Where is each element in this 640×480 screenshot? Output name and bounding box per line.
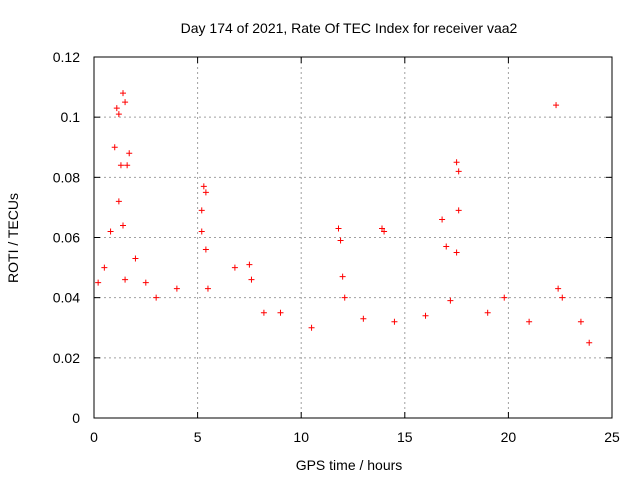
data-point: [246, 261, 253, 268]
data-point: [120, 90, 127, 97]
x-tick-label: 5: [194, 429, 202, 445]
data-point: [484, 309, 491, 316]
y-tick-label: 0.12: [53, 49, 80, 65]
data-point: [126, 150, 133, 157]
data-point: [339, 273, 346, 280]
data-point: [101, 264, 108, 271]
data-point: [111, 144, 118, 151]
data-point: [453, 159, 460, 166]
data-point: [113, 105, 120, 112]
data-point: [577, 318, 584, 325]
data-point: [202, 189, 209, 196]
y-tick-label: 0.1: [61, 109, 81, 125]
y-tick-label: 0.04: [53, 290, 80, 306]
data-point: [341, 294, 348, 301]
data-point: [142, 279, 149, 286]
data-point: [117, 162, 124, 169]
grid-lines: [94, 57, 612, 418]
data-point: [379, 225, 386, 232]
data-point: [198, 228, 205, 235]
data-point: [526, 318, 533, 325]
data-point: [122, 276, 129, 283]
data-point: [360, 315, 367, 322]
data-point: [553, 102, 560, 109]
data-point: [204, 285, 211, 292]
x-tick-label: 15: [397, 429, 413, 445]
x-tick-label: 20: [501, 429, 517, 445]
chart-title: Day 174 of 2021, Rate Of TEC Index for r…: [181, 20, 518, 36]
data-point: [501, 294, 508, 301]
y-tick-label: 0.06: [53, 230, 80, 246]
data-point: [115, 111, 122, 118]
data-point: [132, 255, 139, 262]
data-point: [277, 309, 284, 316]
data-point: [200, 183, 207, 190]
data-point: [115, 198, 122, 205]
data-point: [260, 309, 267, 316]
data-point: [453, 249, 460, 256]
data-point: [422, 312, 429, 319]
x-axis-ticks: 0 5 10 15 20 25: [90, 57, 620, 445]
data-point: [120, 222, 127, 229]
data-point: [308, 324, 315, 331]
data-point: [198, 207, 205, 214]
x-tick-label: 10: [293, 429, 309, 445]
x-axis-label: GPS time / hours: [296, 457, 403, 473]
y-tick-label: 0: [72, 410, 80, 426]
data-point: [586, 339, 593, 346]
x-tick-label: 0: [90, 429, 98, 445]
data-point: [95, 279, 102, 286]
data-point: [202, 246, 209, 253]
data-point: [335, 225, 342, 232]
y-axis-label: ROTI / TECUs: [5, 193, 21, 283]
data-point: [153, 294, 160, 301]
data-point: [122, 99, 129, 106]
x-tick-label: 25: [604, 429, 620, 445]
data-point: [248, 276, 255, 283]
data-point: [447, 297, 454, 304]
y-axis-ticks: 0 0.02 0.04 0.06 0.08 0.1 0.12: [53, 49, 612, 426]
data-point: [439, 216, 446, 223]
data-point: [559, 294, 566, 301]
data-point: [337, 237, 344, 244]
data-point: [555, 285, 562, 292]
y-tick-label: 0.02: [53, 350, 80, 366]
data-point: [455, 168, 462, 175]
data-points: [95, 90, 593, 346]
data-point: [173, 285, 180, 292]
data-point: [231, 264, 238, 271]
data-point: [391, 318, 398, 325]
data-point: [107, 228, 114, 235]
data-point: [381, 228, 388, 235]
data-point: [455, 207, 462, 214]
data-point: [443, 243, 450, 250]
data-point: [124, 162, 131, 169]
y-tick-label: 0.08: [53, 169, 80, 185]
